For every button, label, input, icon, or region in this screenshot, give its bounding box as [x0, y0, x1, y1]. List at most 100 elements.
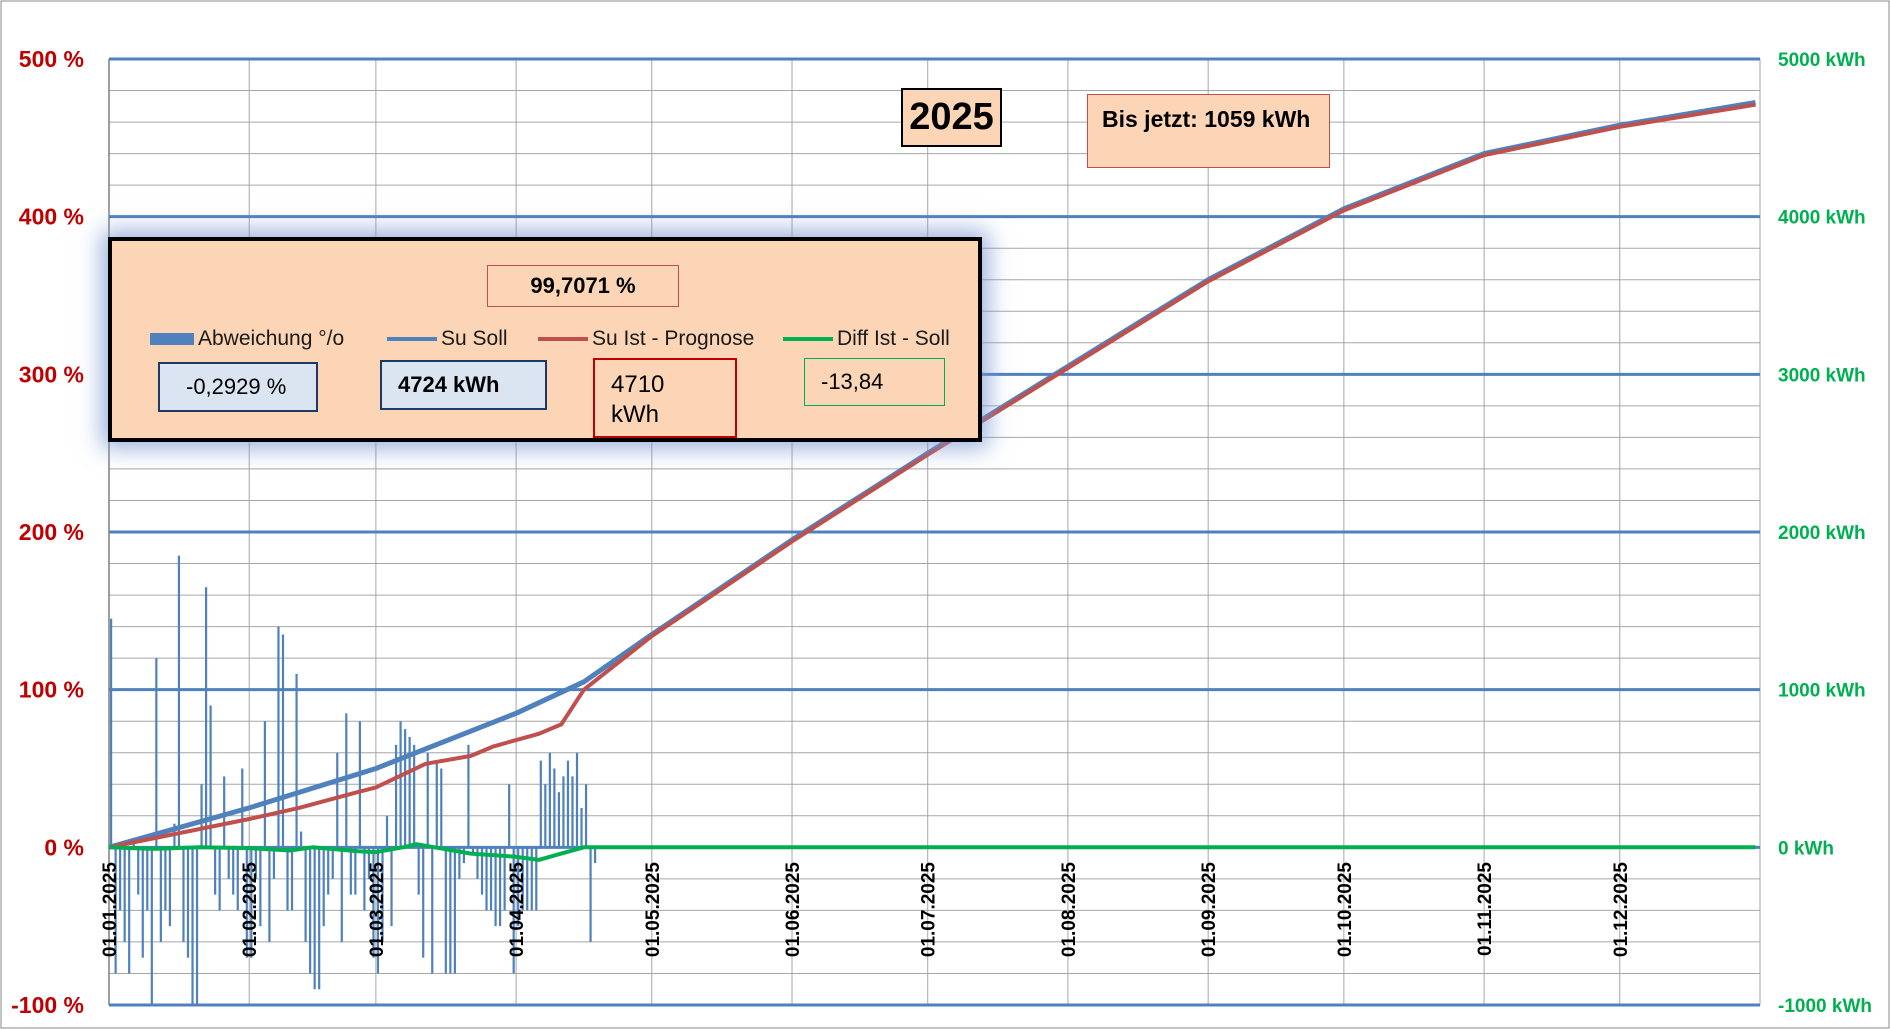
bar	[254, 847, 257, 879]
bar	[381, 847, 384, 942]
x-tick-label: 01.03.2025	[367, 862, 388, 958]
bar	[232, 847, 235, 895]
right-tick-label: 0 kWh	[1778, 838, 1834, 859]
bar	[182, 847, 185, 942]
bar	[557, 792, 561, 848]
x-tick-label: 01.02.2025	[240, 862, 261, 958]
bar	[431, 847, 434, 974]
bar	[408, 736, 411, 848]
bar	[404, 729, 407, 848]
bar	[128, 847, 131, 974]
bar	[539, 760, 542, 848]
value-abweichung: -0,2929 %	[158, 362, 318, 412]
bar	[417, 847, 420, 895]
bar	[548, 752, 551, 848]
left-tick-label: -100 %	[11, 992, 84, 1018]
left-tick-label: 400 %	[19, 204, 84, 230]
x-tick-label: 01.09.2025	[1199, 862, 1220, 958]
bar	[394, 744, 398, 848]
bar	[508, 784, 511, 848]
bar	[299, 831, 303, 848]
bar	[141, 847, 144, 958]
bar	[422, 847, 425, 958]
bar	[553, 768, 556, 848]
bar	[426, 752, 429, 848]
total-kwh-box: Bis jetzt: 1059 kWh	[1087, 94, 1330, 168]
bar	[562, 776, 565, 848]
bar	[177, 555, 181, 848]
bar	[195, 847, 199, 1005]
left-tick-label: 0 %	[44, 834, 84, 860]
percent-box: 99,7071 %	[487, 265, 679, 307]
bar	[336, 752, 339, 848]
bar	[535, 847, 538, 911]
bar	[227, 847, 230, 879]
bar	[358, 721, 361, 848]
left-tick-label: 100 %	[19, 677, 84, 703]
bar	[340, 847, 343, 942]
bar	[480, 847, 484, 895]
value-su-soll: 4724 kWh	[380, 360, 547, 410]
bar	[584, 784, 588, 848]
legend-label: Diff Ist - Soll	[837, 327, 950, 350]
bar	[485, 847, 488, 911]
bar	[318, 847, 321, 990]
bar	[526, 847, 529, 911]
bar	[281, 634, 285, 848]
bar	[458, 847, 461, 879]
x-tick-label: 01.10.2025	[1335, 862, 1356, 958]
bar	[259, 847, 262, 927]
right-tick-label: 2000 kWh	[1778, 523, 1866, 544]
left-tick-label: 300 %	[19, 361, 84, 387]
bar	[376, 847, 380, 974]
x-tick-label: 01.04.2025	[507, 862, 528, 958]
legend-swatch-bar	[150, 333, 194, 346]
bar	[499, 847, 502, 927]
bar	[110, 618, 113, 848]
x-tick-label: 01.06.2025	[783, 862, 804, 958]
bar	[494, 847, 497, 927]
bar	[150, 847, 153, 1005]
right-tick-label: 5000 kWh	[1778, 50, 1866, 71]
bar	[272, 847, 276, 879]
bar	[544, 784, 547, 848]
bar	[580, 807, 583, 848]
bar	[200, 784, 203, 848]
bar	[223, 776, 226, 848]
x-tick-label: 01.01.2025	[100, 862, 121, 958]
bar	[277, 626, 280, 848]
bar	[286, 847, 289, 911]
bar	[521, 847, 524, 911]
bar	[444, 847, 447, 974]
bar	[313, 847, 316, 990]
bar	[566, 760, 570, 848]
bar	[503, 847, 506, 911]
bar	[327, 847, 330, 895]
legend-swatch-line	[387, 337, 437, 342]
bar	[489, 847, 493, 911]
left-axis: 500 % 400 % 300 % 200 % 100 % 0 % -100 %	[11, 46, 84, 1018]
value-diff: -13,84	[804, 358, 945, 406]
bar	[363, 847, 366, 911]
bar	[589, 847, 592, 942]
legend-item-diff: Diff Ist - Soll	[783, 326, 950, 352]
bar	[250, 847, 253, 958]
x-tick-label: 01.07.2025	[919, 862, 940, 958]
line-series	[108, 100, 1756, 862]
x-axis: 01.01.2025 01.02.2025 01.03.2025 01.04.2025…	[100, 862, 1632, 958]
bar	[209, 705, 212, 848]
bar	[435, 760, 438, 848]
bar	[512, 847, 515, 974]
bar	[236, 847, 239, 911]
x-tick-label: 01.05.2025	[643, 862, 664, 958]
bar	[137, 847, 140, 895]
bar	[218, 847, 221, 911]
right-axis: 5000 kWh 4000 kWh 3000 kWh 2000 kWh 1000 kWh…	[1778, 50, 1872, 1017]
x-tick-label: 01.12.2025	[1611, 862, 1632, 958]
bar	[593, 847, 597, 864]
bar	[453, 847, 456, 974]
legend-label: Su Ist - Prognose	[592, 327, 755, 350]
bar	[349, 847, 352, 895]
bar	[354, 847, 357, 895]
